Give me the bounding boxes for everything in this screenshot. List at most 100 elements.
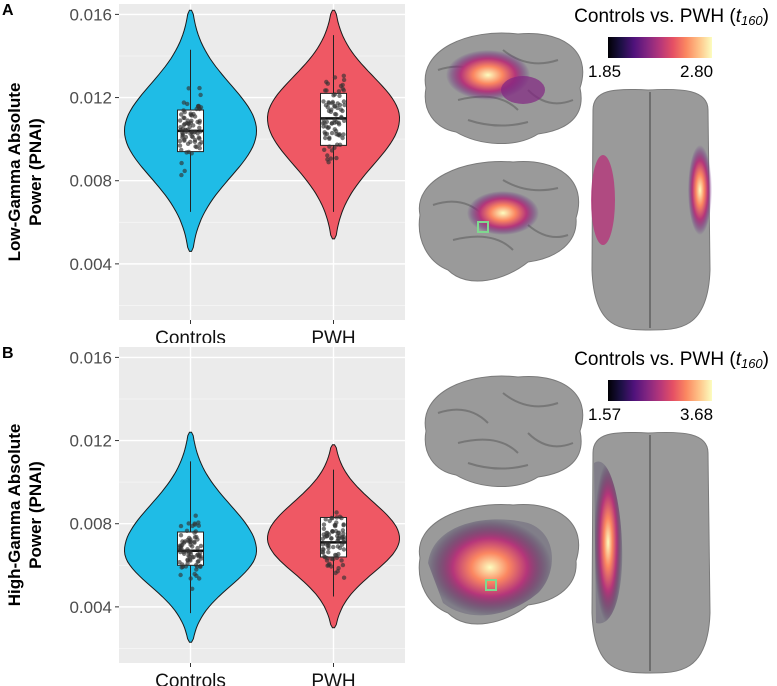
data-point <box>340 82 345 88</box>
data-point <box>192 530 197 535</box>
data-point <box>184 121 189 126</box>
data-point <box>322 554 327 559</box>
data-point <box>333 529 339 534</box>
data-point <box>188 576 193 581</box>
data-point <box>188 111 193 116</box>
colorbar-title: Controls vs. PWH (t160) <box>574 6 769 28</box>
data-point <box>336 89 342 94</box>
data-point <box>192 137 198 143</box>
data-point <box>341 77 347 83</box>
data-point <box>196 554 202 559</box>
brain-surface-maps <box>418 375 711 674</box>
data-point <box>182 137 187 142</box>
data-point <box>326 545 331 551</box>
data-point <box>328 156 333 161</box>
colorbar-max-label: 2.80 <box>680 62 714 81</box>
colorbar-min-label: 1.57 <box>588 405 622 424</box>
data-point <box>182 168 187 174</box>
data-point <box>178 125 183 130</box>
violin-plot-low-gamma: Low-Gamma Absolute Power (PNAI) 0.004 0.0… <box>5 4 405 343</box>
data-point <box>330 516 335 521</box>
data-point <box>321 526 327 531</box>
y-axis-label: High-Gamma Absolute Power (PNAI) <box>5 424 45 607</box>
y-axis-label-line-1: High-Gamma Absolute <box>5 424 24 607</box>
data-point <box>337 545 343 551</box>
data-point <box>322 120 327 125</box>
data-point <box>326 550 331 555</box>
data-point <box>186 550 192 555</box>
data-point <box>336 132 341 138</box>
colorbar-title-sub: 160 <box>740 13 763 28</box>
data-point <box>341 522 346 527</box>
data-point <box>341 575 347 580</box>
data-point <box>186 539 191 544</box>
data-point <box>192 571 197 577</box>
data-point <box>329 536 334 541</box>
x-tick-label: Controls <box>155 671 226 686</box>
colorbar-title-var: t <box>735 349 741 370</box>
brain-lateral-top <box>424 32 584 144</box>
panel-a: A Low-Gamma Absolute Power (PNAI) 0.004 0… <box>2 2 769 343</box>
data-point <box>341 537 347 542</box>
colorbar-title-var: t <box>735 6 741 27</box>
data-point <box>327 144 332 149</box>
data-point <box>178 533 184 538</box>
data-point <box>329 121 334 126</box>
data-point <box>321 117 326 122</box>
data-point <box>334 520 339 525</box>
panel-b: B High-Gamma Absolute Power (PNAI) 0.004… <box>0 343 777 686</box>
data-point <box>327 136 332 141</box>
colorbar-title-text: Controls vs. PWH ( <box>574 6 736 27</box>
data-point <box>324 131 330 137</box>
brain-lateral-bottom <box>418 504 580 625</box>
data-point <box>332 145 337 150</box>
data-point <box>341 132 346 137</box>
colorbar-gradient <box>608 37 712 58</box>
data-point <box>334 515 339 520</box>
data-point <box>177 138 183 144</box>
data-point <box>183 564 189 569</box>
data-point <box>193 562 199 568</box>
data-point <box>341 99 347 104</box>
data-point <box>198 564 203 569</box>
colorbar-title-close: ) <box>762 6 769 27</box>
brain-lateral-top <box>424 375 584 487</box>
brain-dorsal <box>591 88 712 331</box>
y-tick-label: 0.012 <box>69 432 112 451</box>
data-point <box>336 536 341 541</box>
data-point <box>186 521 191 526</box>
data-point <box>179 147 184 153</box>
data-point <box>192 535 198 540</box>
data-point <box>323 103 329 108</box>
y-axis-label-line-2: Power (PNAI) <box>26 118 45 226</box>
data-point <box>338 107 344 112</box>
data-point <box>334 510 339 515</box>
data-point <box>182 110 187 115</box>
y-tick-label: 0.012 <box>69 89 112 108</box>
brain-surface-maps <box>418 32 712 331</box>
data-point <box>177 143 183 148</box>
colorbar-max-label: 3.68 <box>680 405 714 424</box>
data-point <box>195 119 200 125</box>
data-point <box>336 566 341 571</box>
data-point <box>329 556 334 561</box>
data-point <box>334 553 339 558</box>
data-point <box>339 114 344 120</box>
data-point <box>191 554 196 560</box>
data-point <box>323 135 328 141</box>
data-point <box>321 99 326 104</box>
brain-dorsal <box>591 431 711 674</box>
data-point <box>183 127 188 132</box>
data-point <box>332 104 337 109</box>
data-point <box>340 528 346 533</box>
data-point <box>326 100 331 105</box>
data-point <box>337 142 343 147</box>
data-point <box>324 558 330 563</box>
data-point <box>334 112 339 117</box>
data-point <box>329 130 335 136</box>
data-point <box>341 531 346 536</box>
data-point <box>332 75 338 80</box>
colorbar-title-sub: 160 <box>740 356 763 371</box>
data-point <box>333 570 338 576</box>
data-point <box>194 144 199 150</box>
